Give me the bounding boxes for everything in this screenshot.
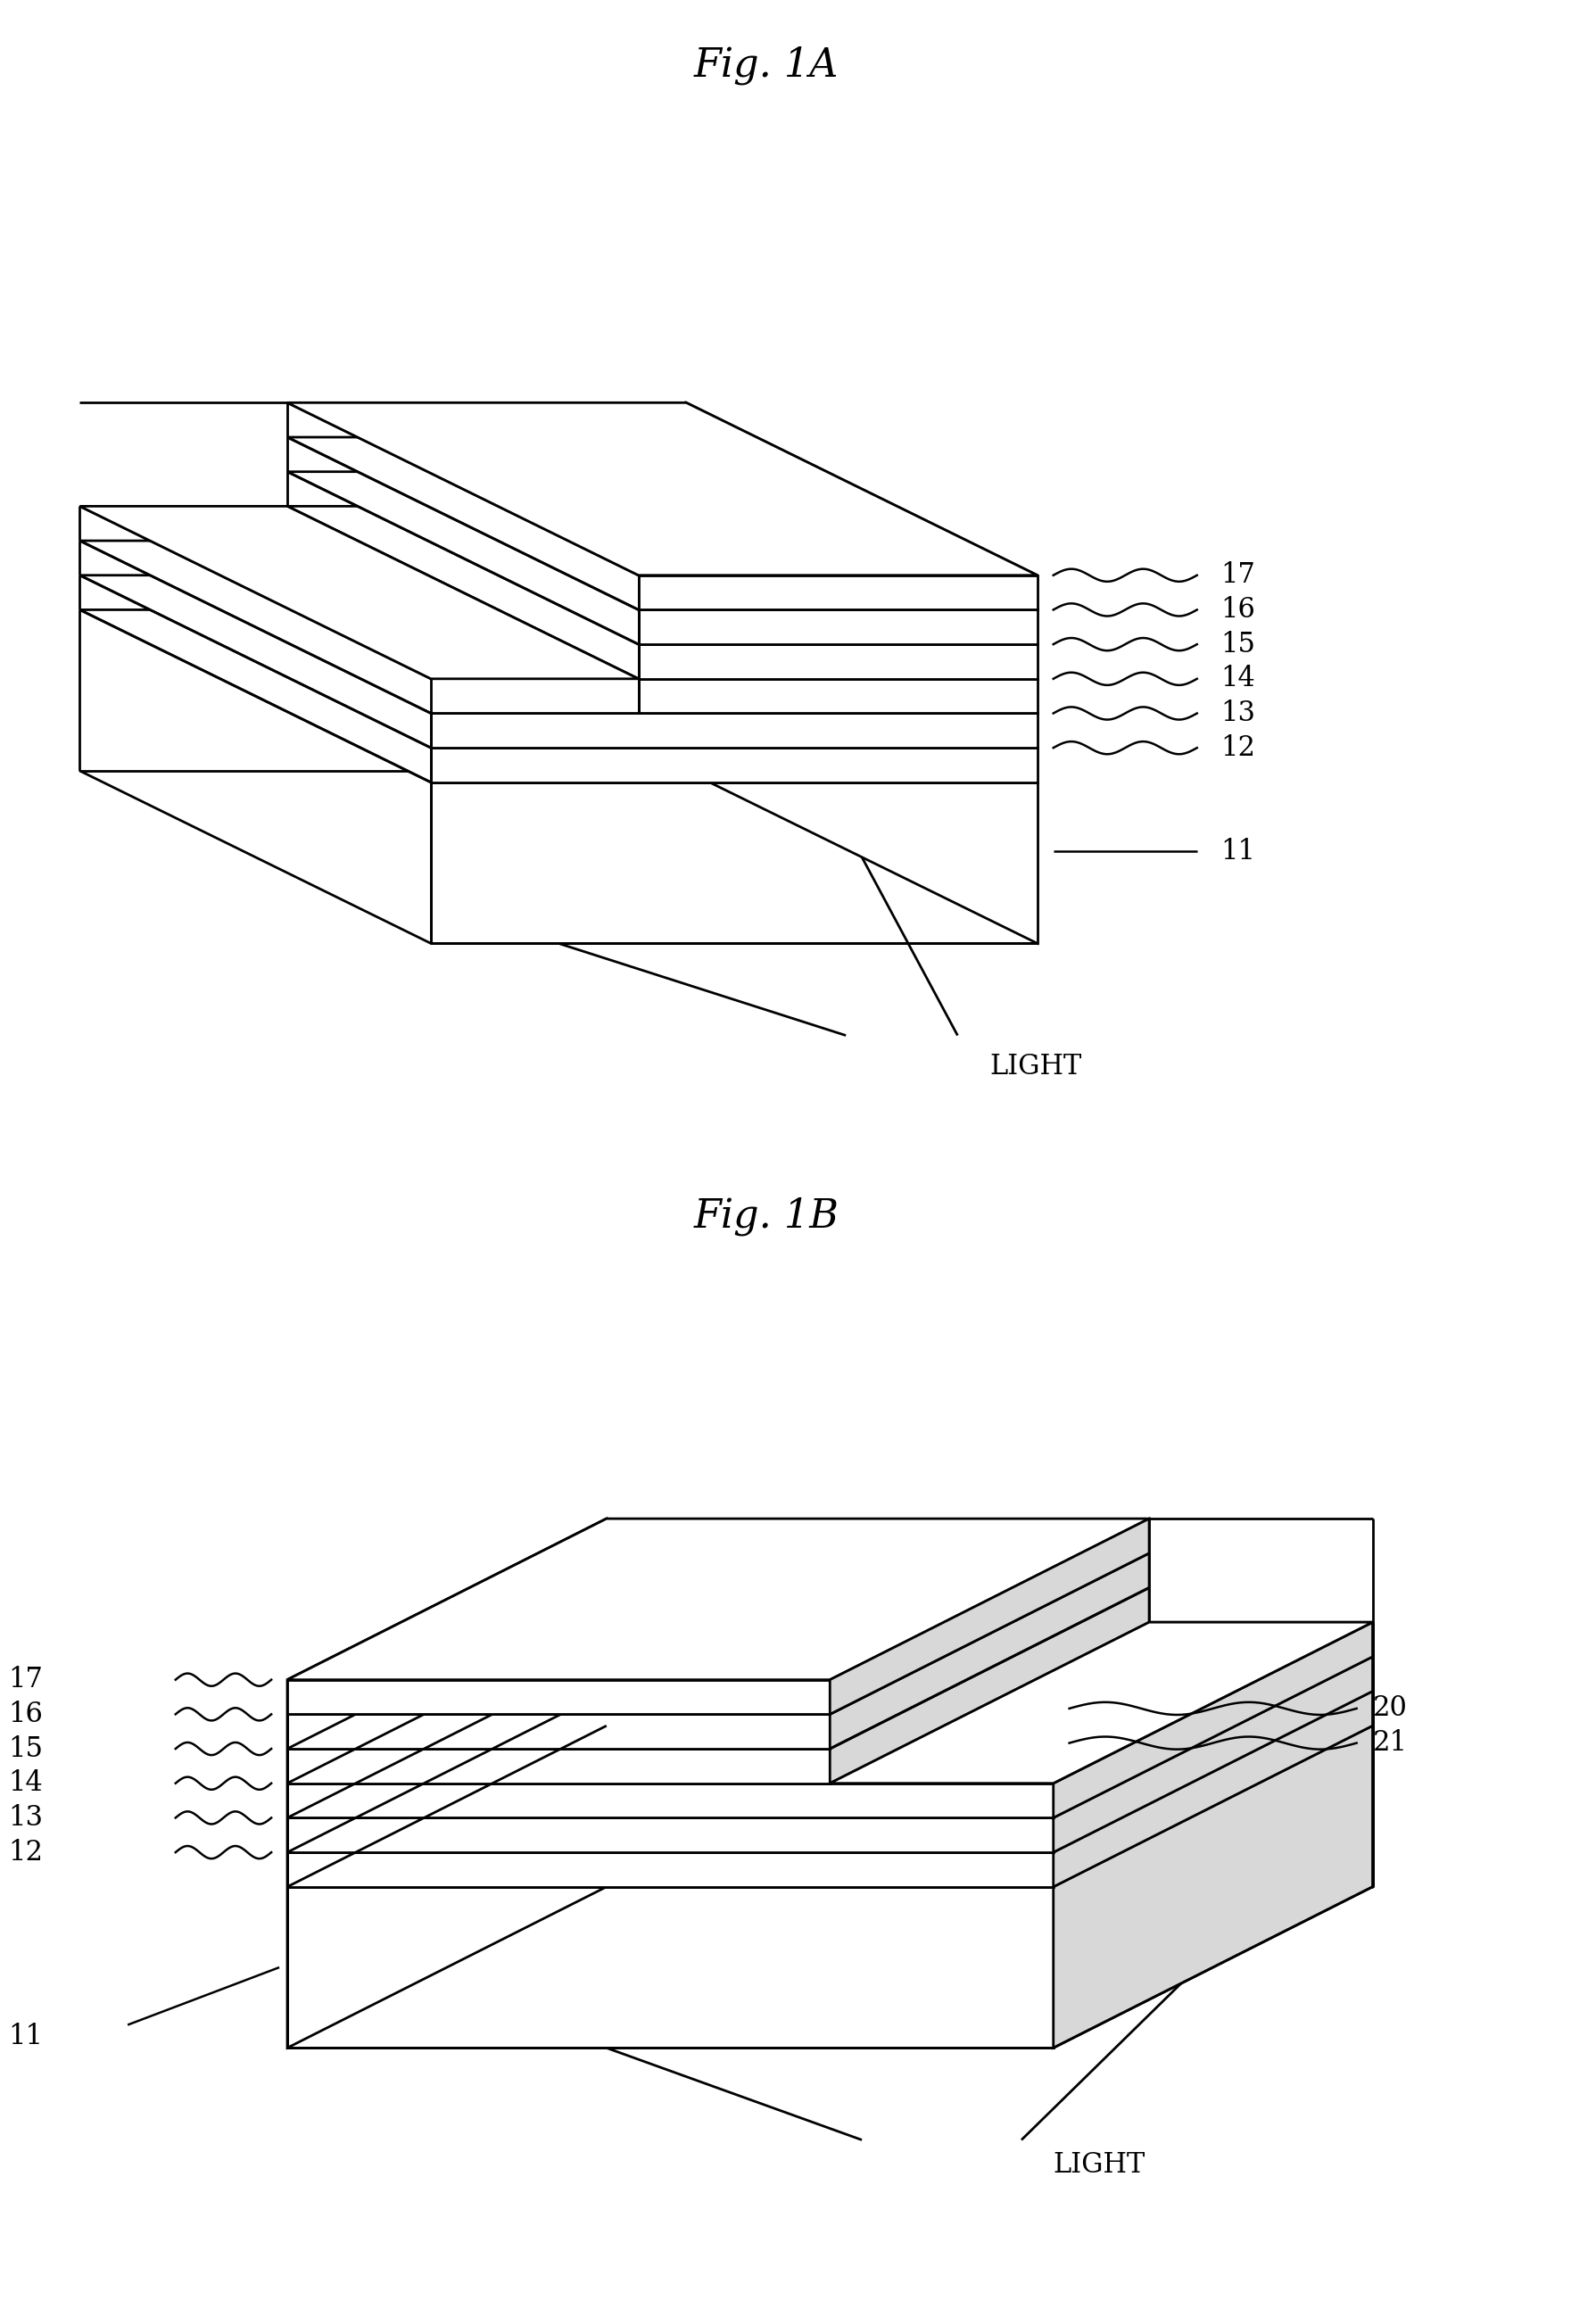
Polygon shape [287, 472, 1037, 644]
Text: 20: 20 [1373, 1694, 1408, 1723]
Polygon shape [830, 1622, 1373, 1783]
Polygon shape [686, 403, 1037, 943]
Polygon shape [287, 1680, 830, 1714]
Polygon shape [830, 1588, 1149, 1783]
Polygon shape [1053, 1622, 1373, 1818]
Polygon shape [638, 644, 1037, 679]
Text: 13: 13 [8, 1804, 43, 1832]
Polygon shape [287, 1657, 1373, 1818]
Text: Fig. 1B: Fig. 1B [693, 1197, 839, 1236]
Text: 12: 12 [1221, 734, 1256, 762]
Polygon shape [638, 610, 1037, 644]
Polygon shape [287, 1714, 830, 1749]
Text: Fig. 1A: Fig. 1A [694, 46, 838, 85]
Polygon shape [431, 782, 1037, 943]
Text: LIGHT: LIGHT [1053, 2151, 1146, 2179]
Polygon shape [287, 403, 1037, 575]
Polygon shape [287, 1818, 1053, 1852]
Polygon shape [431, 748, 1037, 782]
Polygon shape [287, 1622, 1373, 1783]
Polygon shape [80, 575, 1037, 748]
Text: 17: 17 [8, 1666, 43, 1694]
Text: 11: 11 [8, 2023, 43, 2050]
Polygon shape [638, 575, 1037, 610]
Text: 15: 15 [8, 1735, 43, 1763]
Polygon shape [1053, 1726, 1373, 2048]
Polygon shape [287, 1887, 1053, 2048]
Polygon shape [1053, 1691, 1373, 1887]
Text: 13: 13 [1221, 700, 1256, 727]
Polygon shape [80, 610, 1037, 782]
Polygon shape [287, 1852, 1053, 1887]
Text: 11: 11 [1221, 838, 1256, 865]
Text: 14: 14 [1221, 665, 1256, 693]
Polygon shape [638, 679, 1037, 713]
Polygon shape [287, 1588, 1149, 1749]
Text: 15: 15 [1221, 630, 1256, 658]
Polygon shape [287, 1783, 1053, 1818]
Polygon shape [287, 1749, 830, 1783]
Polygon shape [431, 713, 1037, 748]
Polygon shape [287, 1519, 606, 2048]
Polygon shape [287, 1691, 1373, 1852]
Polygon shape [287, 1726, 1373, 1887]
Text: LIGHT: LIGHT [990, 1054, 1082, 1081]
Polygon shape [287, 1553, 1149, 1714]
Polygon shape [287, 506, 1037, 679]
Text: 21: 21 [1373, 1728, 1408, 1758]
Polygon shape [1053, 1657, 1373, 1852]
Polygon shape [830, 1519, 1149, 1714]
Text: 16: 16 [8, 1700, 43, 1728]
Polygon shape [80, 541, 1037, 713]
Text: 17: 17 [1221, 561, 1256, 589]
Text: 14: 14 [8, 1769, 43, 1797]
Polygon shape [80, 506, 638, 679]
Text: 12: 12 [8, 1838, 43, 1866]
Text: 16: 16 [1221, 596, 1256, 624]
Polygon shape [287, 437, 1037, 610]
Polygon shape [830, 1553, 1149, 1749]
Polygon shape [287, 1519, 1149, 1680]
